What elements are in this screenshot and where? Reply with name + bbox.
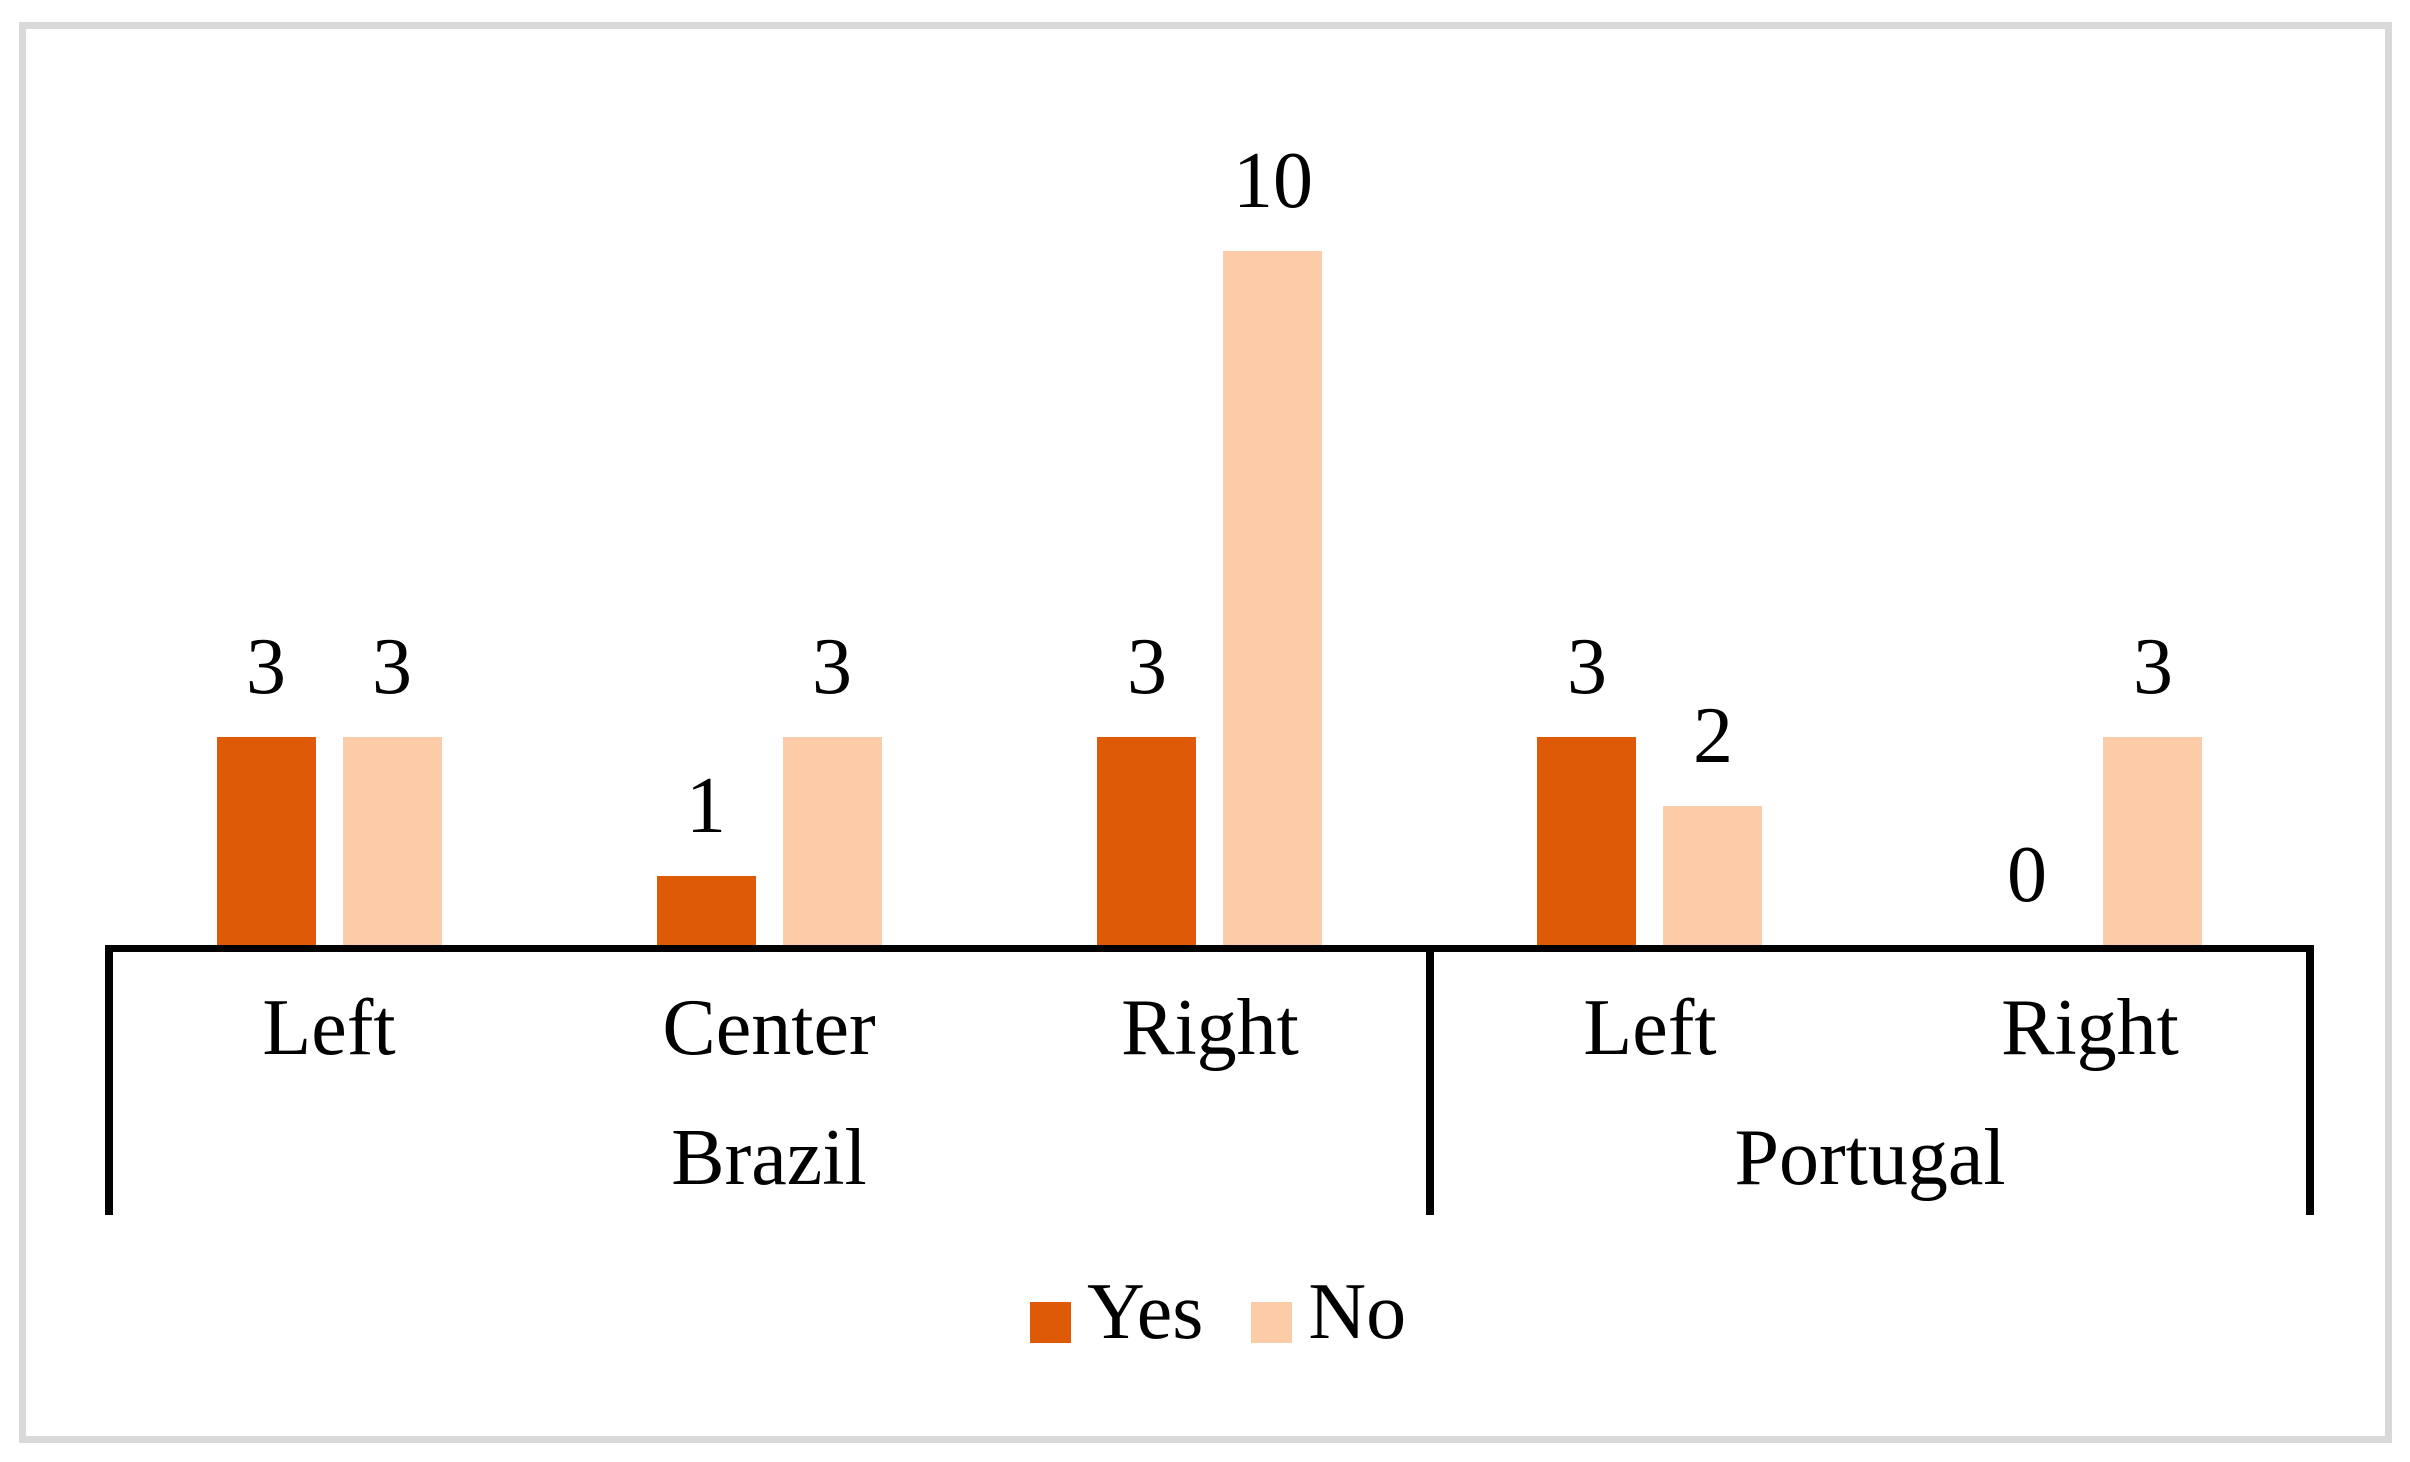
group-label: Portugal [1734, 1114, 2006, 1202]
value-label: 3 [812, 623, 852, 711]
value-label: 3 [1127, 623, 1167, 711]
value-label: 1 [686, 762, 726, 850]
category-label: Left [262, 984, 396, 1072]
bar-no [1663, 806, 1762, 945]
legend-label: Yes [1087, 1268, 1204, 1356]
value-label: 3 [1567, 623, 1607, 711]
value-label: 10 [1233, 137, 1313, 225]
value-label: 3 [372, 623, 412, 711]
group-divider [2306, 945, 2314, 1215]
category-label: Center [662, 984, 876, 1072]
category-label: Left [1583, 984, 1717, 1072]
value-label: 2 [1693, 692, 1733, 780]
category-label: Right [2001, 984, 2179, 1072]
group-divider [1425, 945, 1434, 1215]
bar-no [783, 737, 882, 945]
group-divider [105, 945, 113, 1215]
bar-yes [1097, 737, 1196, 945]
x-axis-line [105, 945, 2314, 952]
value-label: 3 [246, 623, 286, 711]
bar-yes [217, 737, 316, 945]
legend-item-yes: Yes [1030, 1272, 1203, 1352]
chart-border [19, 22, 2392, 1443]
bar-no [2103, 737, 2202, 945]
group-label: Brazil [671, 1114, 867, 1202]
value-label: 0 [2007, 831, 2047, 919]
legend-swatch-no [1251, 1302, 1293, 1343]
legend-swatch-yes [1030, 1302, 1071, 1343]
legend-label: No [1308, 1268, 1407, 1356]
bar-yes [1537, 737, 1636, 945]
legend-item-no: No [1251, 1272, 1406, 1352]
bar-no [343, 737, 442, 945]
bar-yes [657, 876, 756, 945]
legend: Yes No [1030, 1272, 1406, 1352]
category-label: Right [1121, 984, 1299, 1072]
bar-no [1223, 251, 1322, 945]
value-label: 3 [2133, 623, 2173, 711]
